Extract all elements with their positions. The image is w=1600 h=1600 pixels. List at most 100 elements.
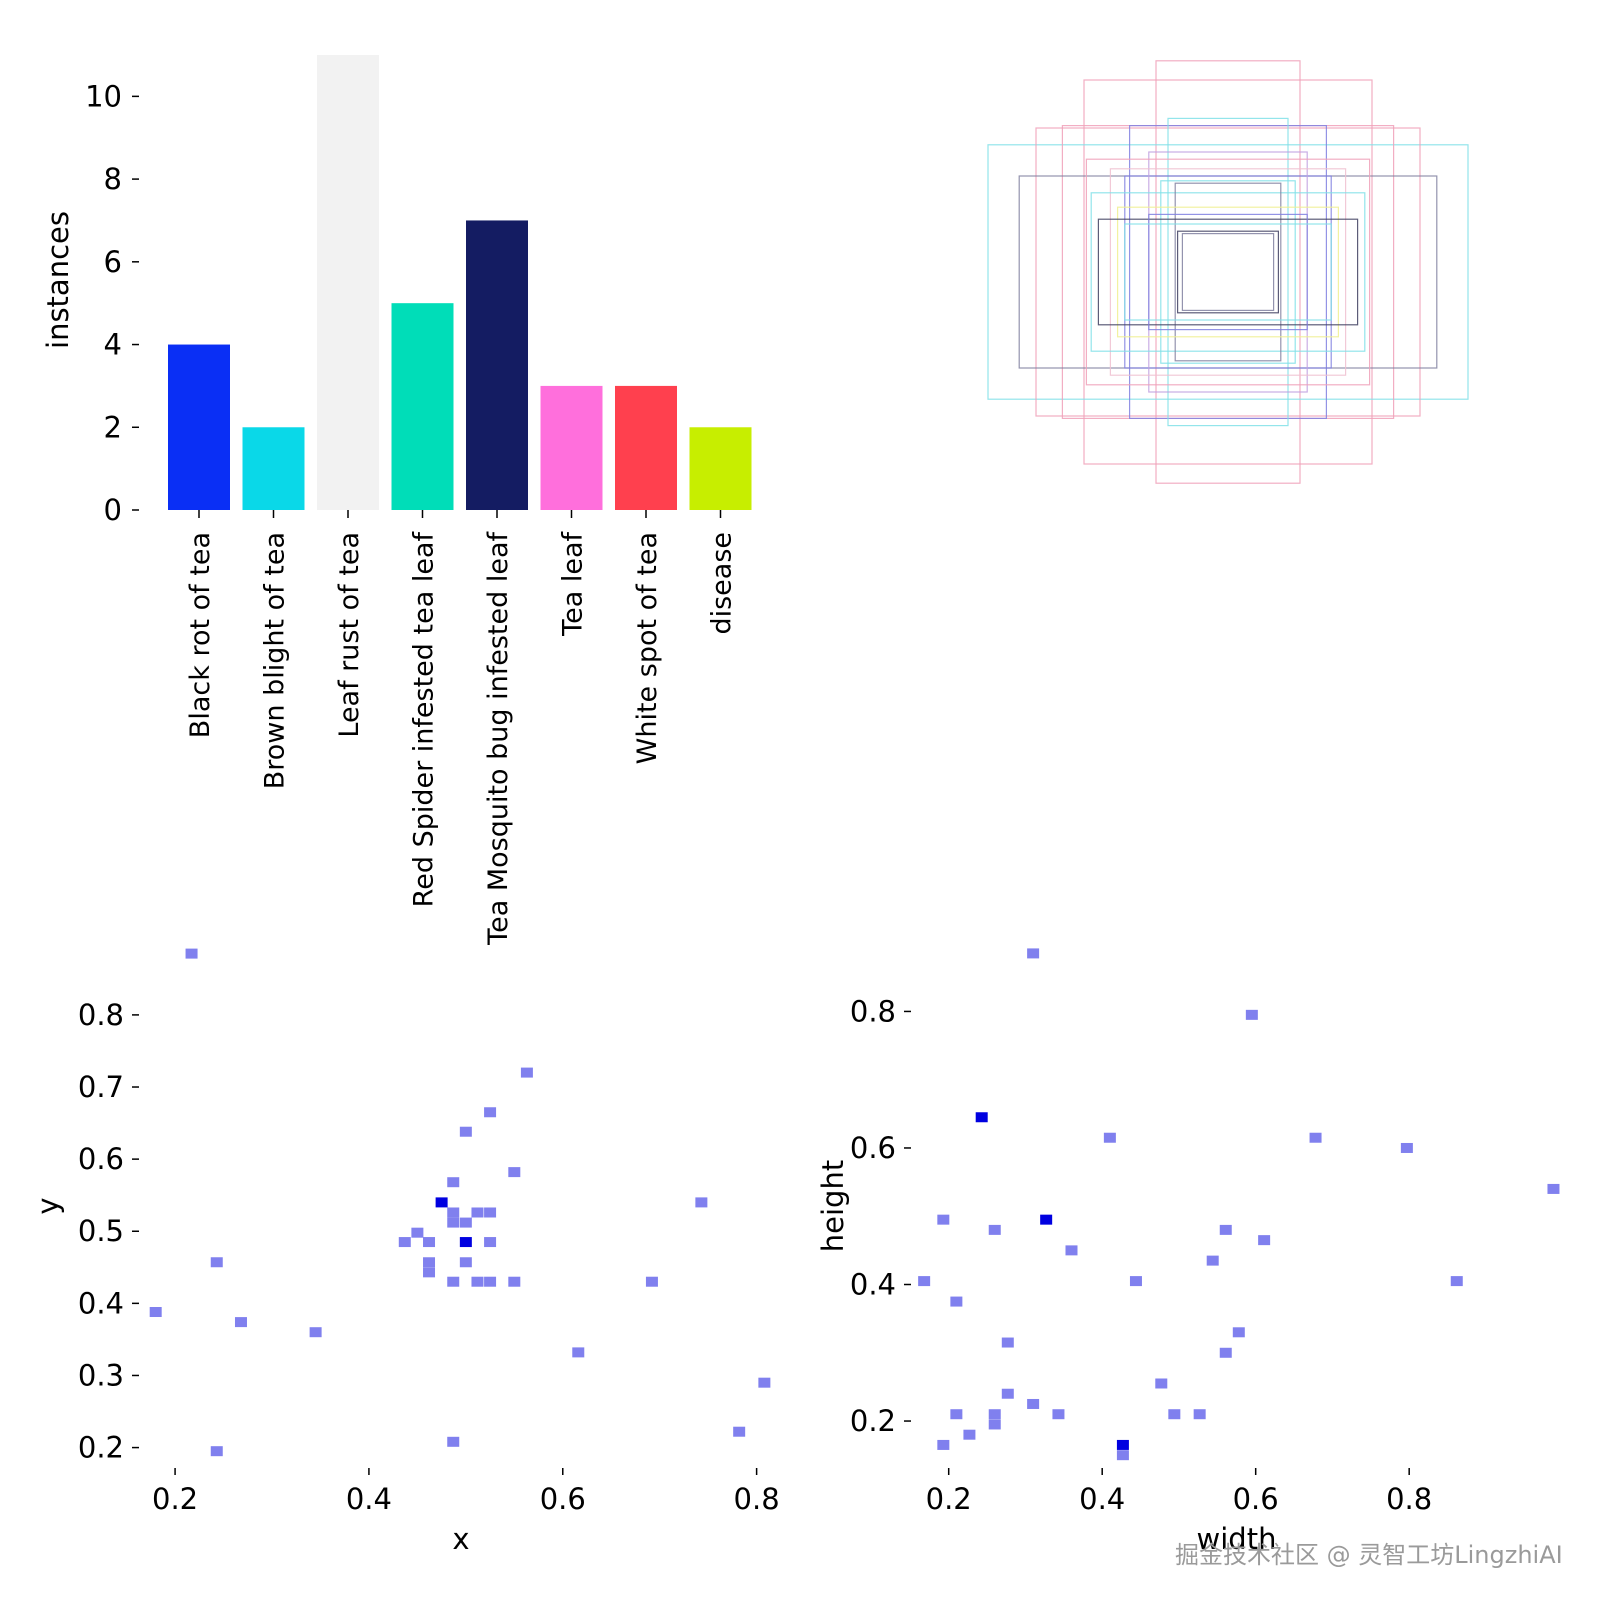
label-box-17 — [1097, 218, 1359, 326]
heatmap-cell-13 — [459, 1217, 472, 1228]
x-tick-label: 0.8 — [734, 1482, 780, 1516]
y-tick-label: 2 — [104, 410, 122, 444]
x-tick-label: Leaf rust of tea — [334, 532, 365, 738]
y-tick-label: 0.4 — [850, 1268, 896, 1302]
box-overlay-plot — [987, 60, 1469, 484]
y-tick-label: 0.8 — [850, 994, 896, 1028]
heatmap-cell-35 — [210, 1446, 223, 1457]
x-axis-label: x — [452, 1522, 469, 1556]
heatmap-cell-5 — [508, 1167, 521, 1178]
heatmap-cell-25 — [484, 1276, 497, 1287]
heatmap-cell-30 — [988, 1419, 1001, 1430]
heatmap-cell-19 — [1232, 1327, 1245, 1338]
x-tick-label: 0.8 — [1386, 1482, 1432, 1516]
heatmap-cell-19 — [210, 1257, 223, 1268]
heatmap-cell-8 — [937, 1214, 950, 1225]
width-height-heatmap: 0.2 0.4 0.6 0.8 0.2 0.4 0.6 0.8 width height — [816, 948, 1560, 1556]
heatmap-cell-7 — [1547, 1183, 1560, 1194]
heatmap-cell-31 — [963, 1429, 976, 1440]
heatmap-cell-10 — [988, 1224, 1001, 1235]
heatmap-cell-10 — [471, 1207, 484, 1218]
heatmap-cell-8 — [695, 1197, 708, 1208]
heatmap-cell-28 — [149, 1307, 162, 1318]
bar-7 — [615, 385, 677, 510]
y-tick-label: 0.6 — [850, 1131, 896, 1165]
x-tick-label: 0.4 — [346, 1482, 392, 1516]
heatmap-cell-29 — [234, 1317, 247, 1328]
heatmap-cell-3 — [484, 1107, 497, 1118]
instances-bar-chart: 0 2 4 6 8 10 instances Black rot of tea Brown bl… — [41, 55, 752, 946]
x-tick-label: Brown blight of tea — [260, 532, 291, 789]
heatmap-cell-32 — [758, 1377, 771, 1388]
heatmap-cell-26 — [988, 1409, 1001, 1420]
label-box-12 — [1109, 168, 1347, 376]
label-box-3 — [987, 144, 1469, 400]
heatmap-cell-15 — [398, 1237, 411, 1248]
xy-heatmap: 0.2 0.3 0.4 0.5 0.6 0.7 0.8 0.2 0.4 0.6 0.8 x y — [31, 948, 780, 1556]
heatmap-cell-15 — [918, 1276, 931, 1287]
heatmap-cell-16 — [1129, 1276, 1142, 1287]
label-box-8 — [1018, 175, 1438, 369]
label-box-13 — [1090, 192, 1366, 352]
x-tick-label: 0.2 — [926, 1482, 972, 1516]
heatmap-cell-30 — [309, 1327, 322, 1338]
heatmap-cell-27 — [645, 1276, 658, 1287]
heatmap-cell-6 — [447, 1177, 460, 1188]
heatmap-cell-27 — [1052, 1409, 1065, 1420]
heatmap-cell-11 — [1219, 1224, 1232, 1235]
y-tick-label: 6 — [104, 245, 122, 279]
heatmap-cell-31 — [572, 1347, 585, 1358]
label-box-7 — [1167, 117, 1289, 427]
watermark-text: 掘金技术社区 @ 灵智工坊LingzhiAI — [1175, 1541, 1563, 1569]
y-tick-label: 0.2 — [850, 1404, 896, 1438]
x-tick-label: White spot of tea — [632, 532, 663, 764]
bar-4 — [391, 303, 454, 510]
heatmap-cell-2 — [520, 1067, 533, 1078]
heatmap-cell-34 — [1116, 1450, 1129, 1461]
heatmap-cell-11 — [484, 1207, 497, 1218]
heatmap-cell-23 — [1001, 1388, 1014, 1399]
heatmap-cell-25 — [950, 1409, 963, 1420]
label-box-6 — [1128, 124, 1327, 419]
heatmap-cell-14 — [411, 1227, 424, 1238]
heatmap-cell-12 — [447, 1217, 460, 1228]
y-tick-label: 0.4 — [78, 1286, 124, 1320]
heatmap-cell-24 — [471, 1276, 484, 1287]
y-tick-label: 8 — [104, 162, 122, 196]
x-tick-label: Tea leaf — [558, 531, 589, 637]
heatmap-cell-33 — [733, 1426, 746, 1437]
heatmap-cell-26 — [508, 1276, 521, 1287]
label-box-2 — [1083, 79, 1373, 465]
y-axis-label: y — [31, 1197, 65, 1214]
x-tick-label: 0.2 — [152, 1482, 198, 1516]
bar-8 — [689, 427, 752, 510]
label-box-18 — [1148, 213, 1308, 331]
label-box-16 — [1116, 206, 1339, 338]
y-tick-label: 0.8 — [78, 998, 124, 1032]
y-tick-label: 0.5 — [78, 1214, 124, 1248]
bar-5 — [466, 220, 528, 511]
heatmap-cell-28 — [1168, 1409, 1181, 1420]
label-box-10 — [1148, 151, 1308, 393]
x-axis-label: width — [1197, 1522, 1277, 1556]
y-tick-label: 0.7 — [78, 1070, 124, 1104]
heatmap-cell-9 — [1040, 1214, 1053, 1225]
label-box-11 — [1085, 158, 1371, 386]
y-axis-label: instances — [41, 211, 75, 349]
heatmap-cell-5 — [1309, 1132, 1322, 1143]
bar-1 — [168, 344, 230, 510]
heatmap-cell-18 — [950, 1296, 963, 1307]
heatmap-cell-20 — [1001, 1337, 1014, 1348]
y-tick-label: 0 — [104, 493, 122, 527]
y-tick-label: 4 — [104, 328, 122, 362]
label-box-5 — [1061, 124, 1395, 419]
y-axis-label: height — [816, 1160, 850, 1252]
x-tick-label: disease — [707, 532, 738, 635]
heatmap-cell-17 — [459, 1237, 472, 1248]
y-tick-label: 10 — [85, 79, 122, 113]
x-tick-label: Tea Mosquito bug infested leaf — [483, 531, 514, 946]
heatmap-cell-22 — [423, 1267, 436, 1278]
heatmap-cell-20 — [459, 1257, 472, 1268]
label-box-4 — [1035, 127, 1421, 417]
